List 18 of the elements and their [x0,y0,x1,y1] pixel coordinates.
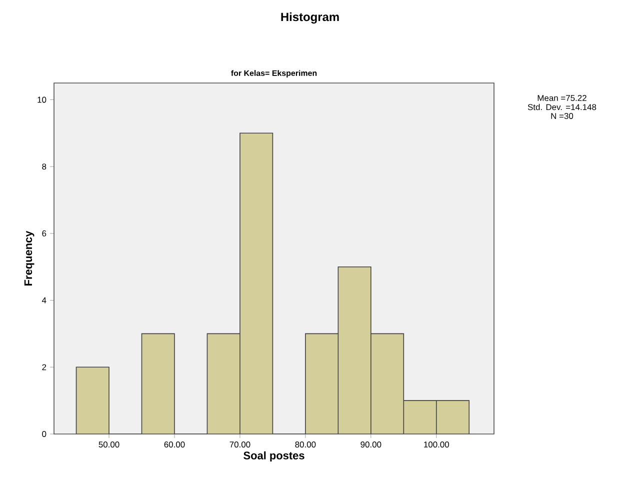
y-tick-label: 6 [42,230,46,236]
x-axis-title: Soal postes [244,451,304,462]
y-axis-title: Frequency [24,230,34,286]
y-tick-label: 0 [42,431,46,437]
chart-title: Histogram [281,12,339,24]
text: Std. Dev. =14.148 [528,104,596,110]
y-tick-label: 10 [38,96,46,103]
y-tick-label: 8 [42,164,46,170]
text: N =30 [551,113,574,119]
x-tick-label: 90.00 [360,442,382,448]
x-tick-label: 70.00 [230,442,250,448]
x-tick-label: 60.00 [164,442,185,448]
text: Mean =75.22 [538,95,586,101]
y-tick-label: 2 [42,364,46,370]
x-tick-label: 100.00 [424,442,449,448]
x-tick-label: 80.00 [295,442,316,448]
y-tick-label: 4 [42,297,46,304]
x-tick-label: 50.00 [98,442,120,448]
